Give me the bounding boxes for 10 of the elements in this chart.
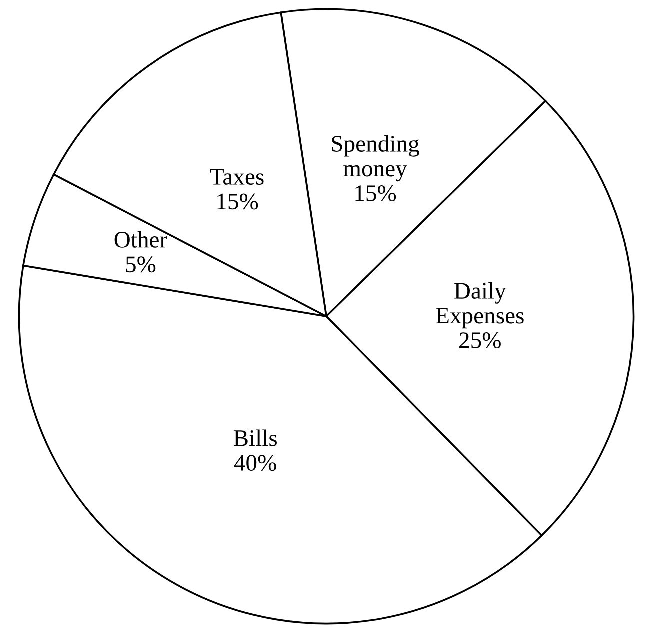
data-label: 15%	[218, 194, 258, 210]
data-label: 15%	[356, 186, 396, 202]
slice-label: Taxes	[210, 169, 264, 185]
slice-label: Daily Expenses	[436, 282, 524, 329]
slice-label: Spending money	[332, 135, 420, 182]
data-label: 5%	[126, 256, 156, 273]
data-label: 40%	[234, 455, 276, 472]
slice-label: Bills	[234, 430, 278, 446]
data-label: 25%	[460, 332, 501, 349]
slice-label: Other	[114, 231, 168, 248]
